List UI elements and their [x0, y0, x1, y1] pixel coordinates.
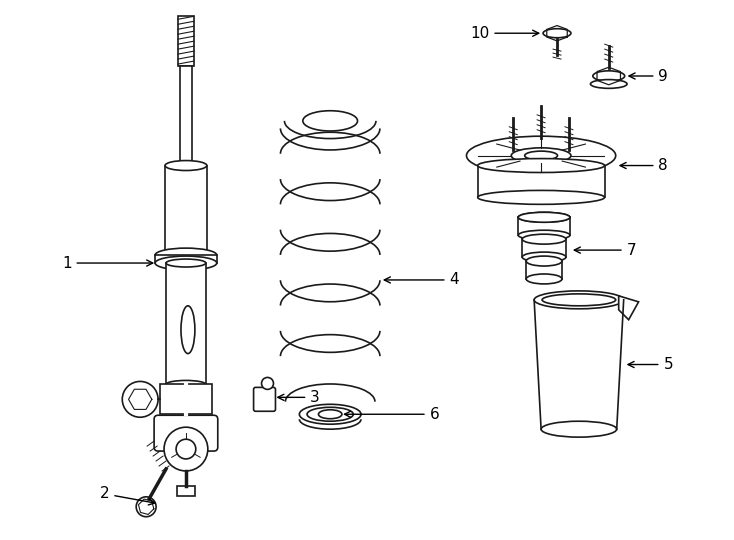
Text: 8: 8 — [620, 158, 668, 173]
Circle shape — [137, 497, 156, 517]
Ellipse shape — [518, 212, 570, 222]
Ellipse shape — [319, 410, 342, 418]
Ellipse shape — [543, 29, 571, 38]
Text: 2: 2 — [100, 487, 155, 505]
Circle shape — [164, 427, 208, 471]
Ellipse shape — [155, 248, 217, 262]
FancyBboxPatch shape — [154, 415, 218, 451]
Bar — [178, 16, 194, 66]
Ellipse shape — [512, 148, 571, 164]
Ellipse shape — [534, 291, 624, 309]
Ellipse shape — [541, 421, 617, 437]
Ellipse shape — [522, 234, 566, 244]
Ellipse shape — [307, 407, 353, 421]
Text: 10: 10 — [470, 26, 539, 40]
Text: 9: 9 — [629, 69, 668, 84]
Text: 3: 3 — [277, 390, 320, 405]
FancyBboxPatch shape — [253, 387, 275, 411]
Bar — [155, 255, 217, 263]
Ellipse shape — [181, 306, 195, 354]
Ellipse shape — [590, 79, 627, 89]
Bar — [522, 239, 566, 257]
Bar — [165, 166, 207, 250]
Bar — [518, 217, 570, 235]
Circle shape — [123, 381, 158, 417]
Circle shape — [261, 377, 274, 389]
Bar — [526, 261, 562, 279]
Circle shape — [176, 439, 196, 459]
Text: 7: 7 — [574, 242, 636, 258]
Text: 5: 5 — [628, 357, 673, 372]
Bar — [184, 384, 188, 414]
Bar — [166, 263, 206, 384]
Bar — [160, 384, 212, 414]
Ellipse shape — [155, 256, 217, 270]
Ellipse shape — [165, 160, 207, 171]
Ellipse shape — [526, 256, 562, 266]
Polygon shape — [619, 296, 639, 320]
Bar — [478, 166, 605, 198]
Ellipse shape — [518, 212, 570, 222]
Bar — [177, 486, 195, 496]
Bar — [180, 66, 192, 200]
Ellipse shape — [166, 380, 206, 388]
Ellipse shape — [299, 404, 361, 424]
Ellipse shape — [478, 191, 605, 204]
Ellipse shape — [526, 274, 562, 284]
Ellipse shape — [542, 294, 616, 306]
Text: 1: 1 — [62, 255, 153, 271]
Text: 6: 6 — [344, 407, 440, 422]
Ellipse shape — [478, 159, 605, 172]
Ellipse shape — [522, 252, 566, 262]
Ellipse shape — [525, 151, 558, 160]
Text: 4: 4 — [385, 273, 459, 287]
Ellipse shape — [518, 230, 570, 240]
Ellipse shape — [467, 136, 616, 175]
Ellipse shape — [166, 259, 206, 267]
Ellipse shape — [593, 71, 625, 81]
